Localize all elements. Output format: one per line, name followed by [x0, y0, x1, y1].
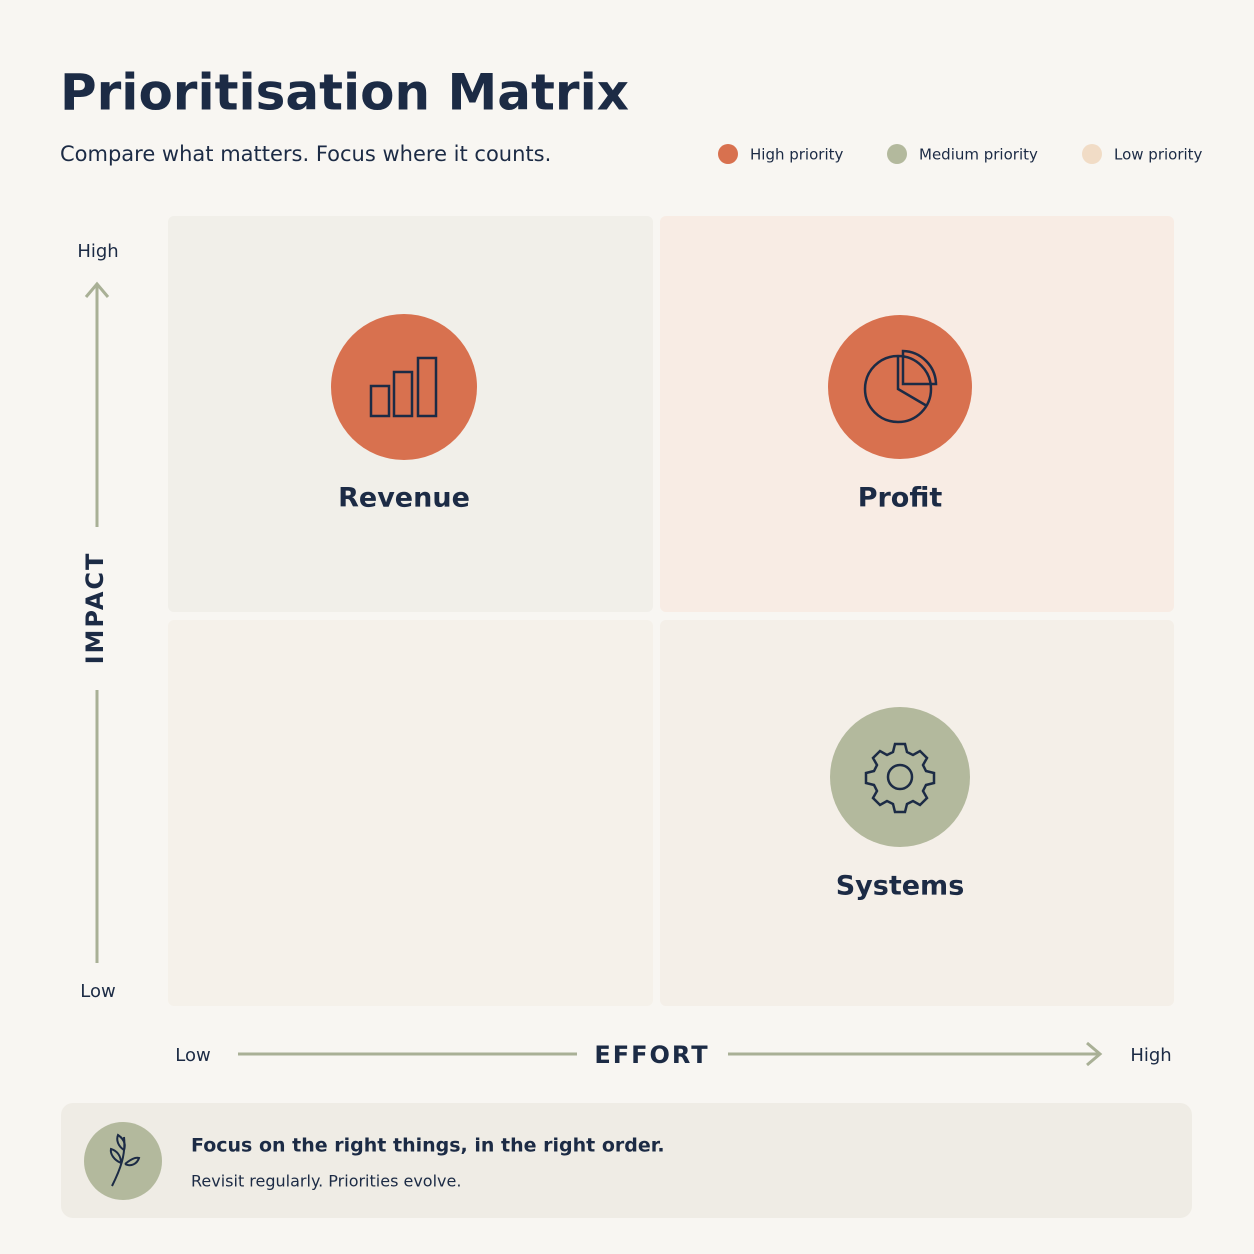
item-circle	[828, 315, 972, 459]
footer-box	[61, 1103, 1192, 1218]
subtitle: Compare what matters. Focus where it cou…	[60, 142, 551, 166]
legend-label: High priority	[750, 146, 843, 164]
y-axis	[84, 281, 110, 963]
legend-dot	[718, 144, 738, 164]
legend-label: Low priority	[1114, 146, 1203, 164]
footer: Focus on the right things, in the right …	[61, 1103, 1192, 1218]
axis-arrow	[84, 281, 110, 298]
gear-icon	[864, 742, 936, 814]
legend-label: Medium priority	[919, 146, 1038, 164]
legend-dot	[887, 144, 907, 164]
item-circle	[830, 707, 970, 847]
x-axis-label: EFFORT	[594, 1041, 709, 1069]
leaf-icon	[109, 1133, 141, 1187]
item-systems: Systems	[830, 707, 970, 902]
item-revenue: Revenue	[331, 314, 477, 514]
y-axis-low: Low	[80, 981, 115, 1002]
item-label: Systems	[836, 871, 965, 902]
quadrant	[168, 620, 653, 1006]
legend: High priority Medium priority Low priori…	[718, 144, 1203, 164]
x-axis-high: High	[1130, 1045, 1171, 1066]
footer-title: Focus on the right things, in the right …	[191, 1135, 665, 1157]
legend-dot	[1082, 144, 1102, 164]
pie-icon	[863, 349, 938, 424]
y-axis-label: IMPACT	[81, 552, 109, 665]
footer-subtitle: Revisit regularly. Priorities evolve.	[191, 1172, 461, 1191]
y-axis-high: High	[77, 241, 118, 262]
item-circle	[331, 314, 477, 460]
item-profit: Profit	[828, 315, 972, 514]
axis-arrow	[1086, 1041, 1103, 1067]
title: Prioritisation Matrix	[60, 64, 629, 122]
bar-chart-icon	[369, 356, 438, 418]
item-label: Profit	[858, 483, 943, 514]
x-axis	[238, 1041, 1103, 1067]
x-axis-low: Low	[175, 1045, 210, 1066]
item-label: Revenue	[338, 483, 470, 514]
